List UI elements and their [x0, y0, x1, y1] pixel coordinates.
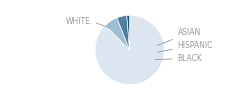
Text: WHITE: WHITE — [66, 17, 110, 28]
Wedge shape — [127, 15, 130, 50]
Text: HISPANIC: HISPANIC — [157, 40, 213, 52]
Wedge shape — [117, 16, 130, 50]
Wedge shape — [95, 15, 164, 85]
Wedge shape — [105, 18, 130, 50]
Text: ASIAN: ASIAN — [157, 28, 201, 46]
Text: BLACK: BLACK — [155, 54, 203, 63]
